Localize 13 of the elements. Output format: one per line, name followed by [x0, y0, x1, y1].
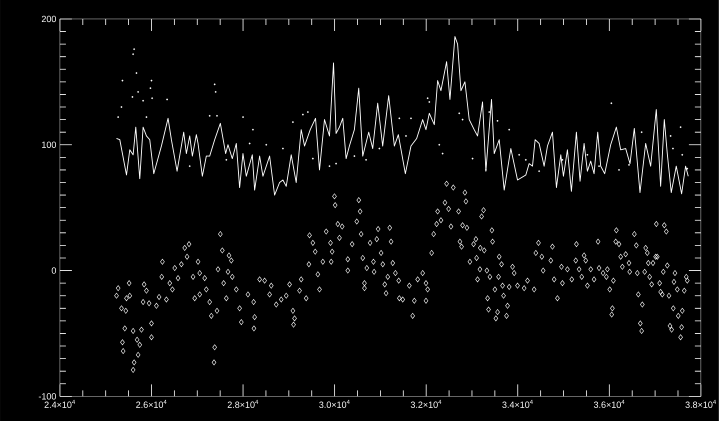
x-tick-label: 3.4×10$^{4}$	[502, 400, 533, 408]
line-series	[116, 36, 689, 196]
x-tick-label: 3.8×10$^{4}$	[685, 400, 716, 408]
x-tick-label: 3.6×10$^{4}$	[594, 400, 624, 408]
x-tick-label: 2.6×10$^{4}$	[136, 400, 167, 408]
x-tick-label: 3.0×10$^{4}$	[319, 400, 350, 408]
y-tick-label: 100	[42, 141, 56, 148]
y-tick-label: 0	[52, 267, 56, 274]
y-tick-label: -100	[38, 393, 56, 400]
x-tick-label: 2.4×10$^{4}$	[44, 400, 76, 408]
x-tick-label: 2.8×10$^{4}$	[228, 400, 258, 408]
y-tick-label: 200	[42, 16, 56, 22]
x-tick-label: 3.2×10$^{4}$	[410, 400, 442, 408]
